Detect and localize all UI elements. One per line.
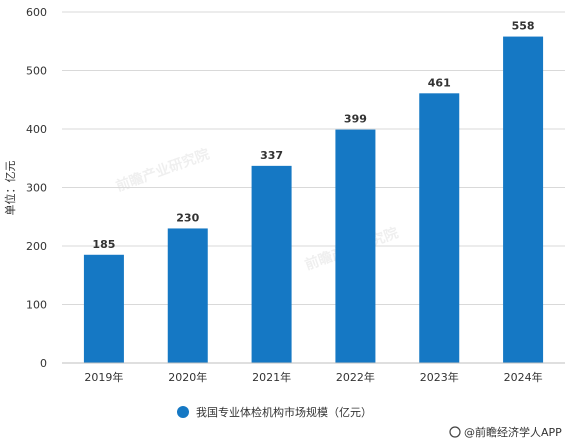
x-tick-label: 2022年	[336, 370, 375, 384]
data-label: 185	[92, 238, 115, 251]
y-tick-label: 600	[26, 6, 47, 19]
source-attribution: @前瞻经济学人APP	[449, 425, 562, 439]
legend-label: 我国专业体检机构市场规模（亿元）	[196, 405, 372, 419]
source-label: @前瞻经济学人APP	[464, 425, 562, 439]
source-logo-icon	[449, 426, 461, 438]
data-label: 337	[260, 149, 283, 162]
data-label: 558	[512, 20, 535, 33]
x-axis-ticks: 2019年 2020年 2021年 2022年 2023年 2024年	[84, 370, 542, 384]
data-label: 230	[176, 211, 199, 224]
y-tick-label: 400	[26, 123, 47, 136]
bar	[251, 165, 292, 363]
legend: 我国专业体检机构市场规模（亿元）	[177, 405, 372, 419]
y-axis-label: 单位：亿元	[3, 161, 17, 216]
bar	[167, 228, 208, 363]
y-tick-label: 0	[40, 357, 47, 370]
x-tick-label: 2020年	[168, 370, 207, 384]
bar	[503, 36, 544, 363]
x-tick-label: 2021年	[252, 370, 291, 384]
legend-marker	[177, 406, 189, 418]
data-label: 399	[344, 113, 367, 126]
gridlines	[62, 11, 565, 305]
bar	[419, 93, 460, 363]
x-tick-label: 2023年	[420, 370, 459, 384]
x-tick-label: 2024年	[504, 370, 543, 384]
bar	[335, 129, 376, 363]
bar	[83, 254, 124, 363]
data-labels: 185 230 337 399 461 558	[92, 20, 534, 251]
x-tick-label: 2019年	[84, 370, 123, 384]
bars	[83, 36, 544, 363]
y-tick-label: 300	[26, 182, 47, 195]
y-tick-label: 100	[26, 299, 47, 312]
y-tick-label: 200	[26, 240, 47, 253]
y-axis-ticks: 0 100 200 300 400 500 600	[26, 6, 47, 370]
y-tick-label: 500	[26, 65, 47, 78]
data-label: 461	[428, 76, 451, 89]
